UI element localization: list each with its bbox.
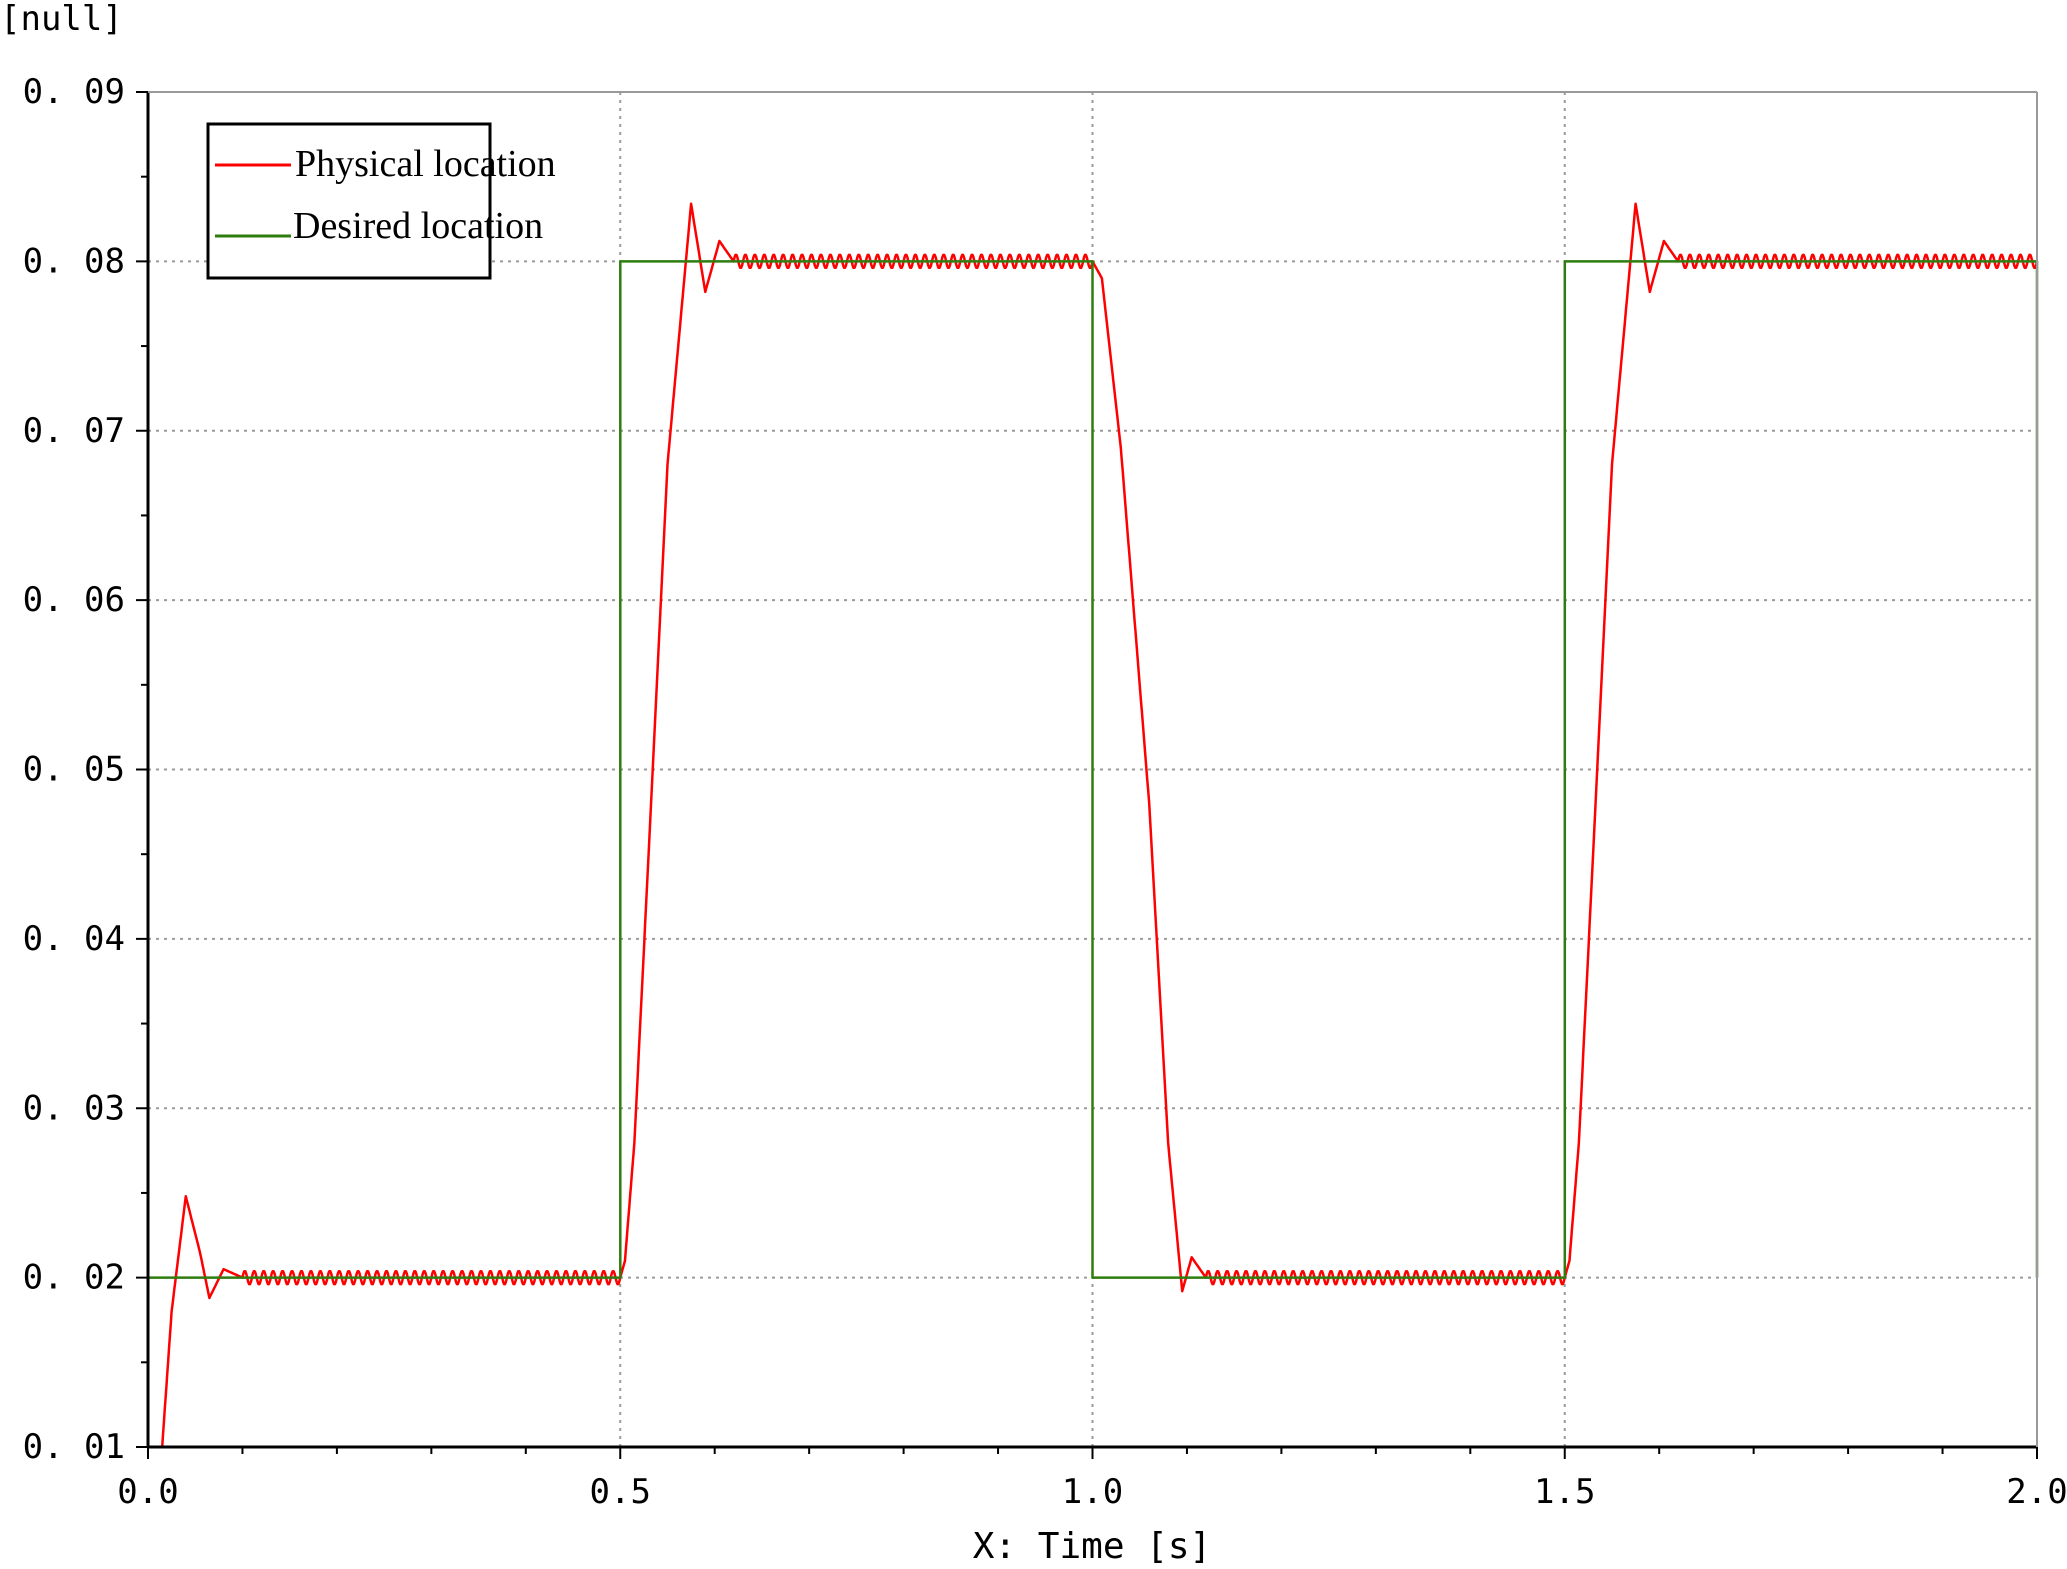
legend-label-desired: Desired location xyxy=(293,205,543,247)
x-axis-title: X: Time [s] xyxy=(973,1526,1211,1567)
y-tick-label: 0. 05 xyxy=(23,750,125,790)
y-tick-label: 0. 09 xyxy=(23,72,125,112)
x-tick-label: 0.0 xyxy=(117,1472,178,1512)
y-tick-label: 0. 01 xyxy=(23,1427,125,1467)
x-tick-label: 1.0 xyxy=(1062,1472,1123,1512)
axes: 0. 01 0. 02 0. 03 0. 04 0. 05 0. 06 0. 07 0. 08… xyxy=(23,72,2067,1512)
y-unit-label: [null] xyxy=(0,0,123,39)
plot-series xyxy=(148,202,2039,1448)
x-tick-label: 0.5 xyxy=(590,1472,651,1512)
y-tick-label: 0. 07 xyxy=(23,411,125,451)
legend-label-physical: Physical location xyxy=(295,143,556,185)
x-tick-label: 2.0 xyxy=(2006,1472,2067,1512)
series-line-physical-location xyxy=(160,202,2039,1448)
series-line-desired-location xyxy=(148,260,2039,1279)
legend-box xyxy=(206,122,492,280)
x-tick-label: 1.5 xyxy=(1534,1472,1595,1512)
y-tick-label: 0. 02 xyxy=(23,1258,125,1298)
y-tick-label: 0. 06 xyxy=(23,580,125,620)
y-tick-label: 0. 03 xyxy=(23,1088,125,1128)
legend: Physical location Desired location xyxy=(206,122,556,280)
y-tick-label: 0. 04 xyxy=(23,919,125,959)
y-tick-label: 0. 08 xyxy=(23,241,125,281)
